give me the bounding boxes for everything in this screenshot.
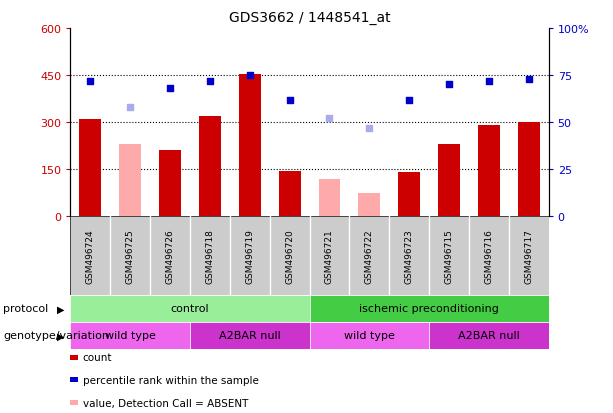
Bar [478,126,500,217]
Text: A2BAR null: A2BAR null [219,330,281,341]
Text: value, Detection Call = ABSENT: value, Detection Call = ABSENT [83,398,248,408]
Text: GSM496718: GSM496718 [205,229,215,283]
Text: GSM496715: GSM496715 [444,229,454,283]
Bar [398,173,420,217]
Text: protocol: protocol [3,304,48,314]
Bar [310,322,429,349]
Point [405,97,414,104]
Bar [310,295,549,322]
Point [364,125,374,132]
Bar [120,145,141,217]
Text: GSM496724: GSM496724 [86,229,95,283]
Text: ▶: ▶ [57,330,64,341]
Bar [159,151,181,217]
Point [245,73,255,79]
Bar [190,322,310,349]
Point [325,116,335,122]
Bar [239,74,261,217]
Bar [429,322,549,349]
Text: GSM496720: GSM496720 [285,229,294,283]
Bar [80,120,101,217]
Text: wild type: wild type [344,330,395,341]
Text: control: control [170,304,210,314]
Text: GSM496717: GSM496717 [524,229,533,283]
Text: GSM496721: GSM496721 [325,229,334,283]
Bar [199,116,221,217]
Text: GSM496719: GSM496719 [245,229,254,283]
Point [284,97,294,104]
Bar [438,145,460,217]
Point [125,104,135,111]
Point [166,86,175,93]
Text: genotype/variation: genotype/variation [3,330,109,341]
Bar [319,179,340,217]
Bar [518,123,539,217]
Bar [70,295,310,322]
Point [444,82,454,88]
Point [205,78,215,85]
Text: GSM496725: GSM496725 [126,229,135,283]
Text: ischemic preconditioning: ischemic preconditioning [359,304,499,314]
Text: ▶: ▶ [57,304,64,314]
Point [524,76,533,83]
Bar [279,171,300,217]
Text: count: count [83,352,112,362]
Text: wild type: wild type [105,330,156,341]
Title: GDS3662 / 1448541_at: GDS3662 / 1448541_at [229,11,390,25]
Text: GSM496723: GSM496723 [405,229,414,283]
Text: GSM496716: GSM496716 [484,229,493,283]
Bar [70,322,190,349]
Text: GSM496722: GSM496722 [365,229,374,283]
Text: GSM496726: GSM496726 [166,229,175,283]
Text: A2BAR null: A2BAR null [458,330,520,341]
Text: percentile rank within the sample: percentile rank within the sample [83,375,259,385]
Bar [359,193,380,217]
Point [484,78,494,85]
Point [86,78,96,85]
